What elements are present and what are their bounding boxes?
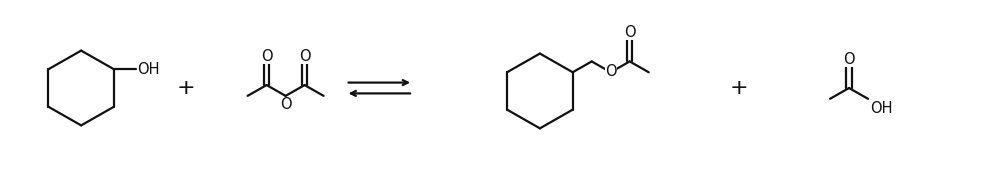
Text: O: O: [605, 64, 617, 79]
Text: OH: OH: [137, 62, 160, 77]
Text: O: O: [299, 49, 310, 64]
Text: O: O: [280, 97, 291, 112]
Text: OH: OH: [870, 101, 893, 116]
Text: +: +: [177, 78, 195, 98]
Text: +: +: [730, 78, 749, 98]
Text: O: O: [843, 52, 855, 67]
Text: O: O: [261, 49, 272, 64]
Text: O: O: [624, 25, 636, 40]
